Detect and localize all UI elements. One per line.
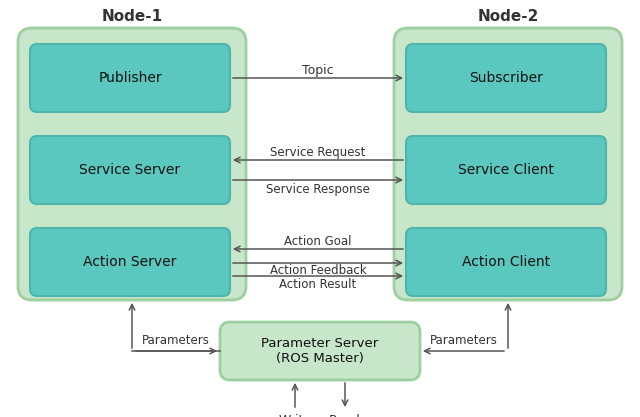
Text: Action Result: Action Result (280, 279, 356, 291)
FancyBboxPatch shape (18, 28, 246, 300)
FancyBboxPatch shape (394, 28, 622, 300)
Text: Parameters: Parameters (430, 334, 498, 347)
Text: Parameters: Parameters (142, 334, 210, 347)
Text: Publisher: Publisher (98, 71, 162, 85)
FancyBboxPatch shape (30, 44, 230, 112)
FancyBboxPatch shape (406, 44, 606, 112)
Text: Parameter Server
(ROS Master): Parameter Server (ROS Master) (261, 337, 379, 365)
Text: Action Feedback: Action Feedback (269, 264, 366, 277)
Text: Write: Write (278, 414, 312, 417)
Text: Action Client: Action Client (462, 255, 550, 269)
FancyBboxPatch shape (30, 136, 230, 204)
Text: Subscriber: Subscriber (469, 71, 543, 85)
Text: Service Server: Service Server (79, 163, 180, 177)
Text: Node-2: Node-2 (477, 8, 539, 23)
Text: Read: Read (329, 414, 361, 417)
FancyBboxPatch shape (406, 136, 606, 204)
FancyBboxPatch shape (220, 322, 420, 380)
FancyBboxPatch shape (406, 228, 606, 296)
Text: Service Client: Service Client (458, 163, 554, 177)
FancyBboxPatch shape (30, 228, 230, 296)
Text: Topic: Topic (302, 63, 334, 76)
Text: Service Response: Service Response (266, 183, 370, 196)
Text: Service Request: Service Request (270, 146, 365, 158)
Text: Action Goal: Action Goal (284, 234, 352, 248)
Text: Action Server: Action Server (83, 255, 177, 269)
Text: Node-1: Node-1 (101, 8, 163, 23)
